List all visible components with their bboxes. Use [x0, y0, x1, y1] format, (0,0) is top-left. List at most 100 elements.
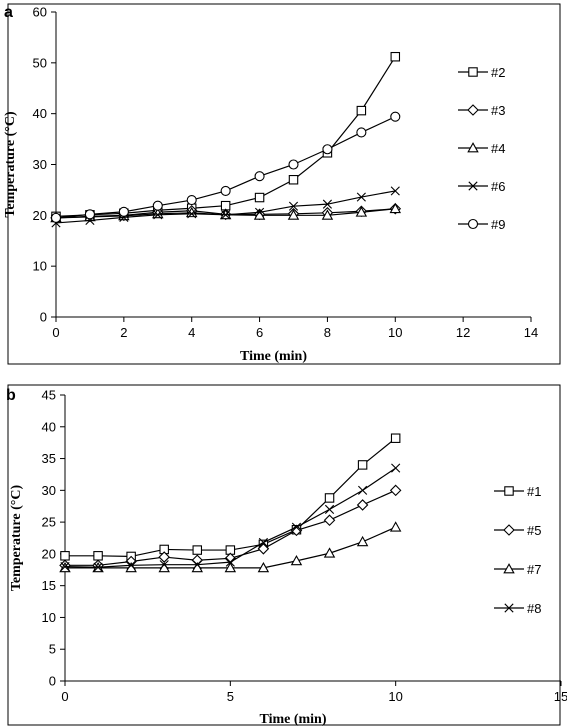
panel-a-legend-marker — [467, 104, 479, 116]
panel-b-data-point — [356, 499, 369, 511]
panel-a-data-point — [84, 209, 95, 220]
panel-a-y-tick-label: 50 — [33, 55, 47, 70]
panel-b-legend-marker — [504, 486, 514, 496]
panel-b-legend-item: #7 — [494, 562, 541, 577]
panel-a-legend-marker — [468, 67, 478, 77]
panel-a-series-n9 — [50, 111, 401, 223]
panel-a-data-point — [389, 202, 402, 214]
panel-a-legend-label: #2 — [491, 65, 505, 80]
panel-a-legend-marker — [468, 181, 478, 191]
panel-b-y-tick-label: 30 — [42, 483, 56, 498]
panel-b-data-point — [323, 547, 336, 558]
panel-b-data-point-stroke-2 — [159, 560, 169, 570]
panel-a-data-point — [254, 207, 265, 217]
panel-a-data-point — [288, 175, 299, 185]
panel-b-data-point-stroke-2 — [93, 562, 103, 572]
panel-a-data-point — [288, 159, 299, 170]
panel-b-data-point-stroke-2 — [291, 522, 302, 532]
chart-panel-a: a 0 10 20 30 40 50 60 0 2 4 6 8 10 12 14 Time (min) Tempe… — [3, 3, 561, 365]
panel-a-data-point — [50, 212, 62, 223]
panel-b-y-tick-label: 35 — [42, 451, 56, 466]
panel-a-x-tick-label: 8 — [324, 325, 331, 340]
panel-b-border — [7, 384, 561, 726]
panel-b-y-tick-label: 15 — [42, 578, 56, 593]
panel-b-data-point — [93, 551, 103, 561]
panel-b-data-point — [257, 543, 270, 555]
panel-a-legend-item: #9 — [458, 217, 505, 232]
panel-a-data-point-stroke-2 — [322, 199, 333, 209]
panel-a-data-point — [355, 206, 368, 217]
panel-a-data-point — [390, 51, 401, 62]
panel-b-legend-label: #8 — [527, 601, 541, 616]
panel-a-legend-item: #2 — [458, 65, 505, 80]
panel-a-data-point — [288, 201, 299, 211]
panel-a-data-point — [118, 206, 129, 217]
panel-b-series-n1 — [60, 433, 401, 562]
panel-a-x-tick-label: 14 — [524, 325, 538, 340]
panel-a-data-point-stroke-2 — [288, 201, 299, 211]
panel-b-legend-label: #5 — [527, 523, 541, 538]
panel-a-data-point — [221, 210, 231, 220]
panel-b-data-point — [126, 560, 136, 570]
panel-a-data-point — [356, 127, 367, 138]
panel-b-y-tick-label: 45 — [42, 388, 56, 403]
panel-b-data-point-stroke-2 — [60, 562, 70, 572]
panel-b-legend-item: #5 — [494, 523, 541, 538]
panel-b-data-point — [225, 557, 235, 567]
panel-a-y-tick-label: 60 — [33, 5, 47, 20]
panel-b-data-point — [258, 537, 268, 548]
panel-b-legend-item: #8 — [494, 601, 541, 616]
panel-a-series-n6 — [51, 186, 400, 228]
panel-b-data-point — [389, 521, 402, 532]
panel-b-data-point-stroke-2 — [126, 560, 136, 570]
panel-b-legend-label: #1 — [527, 484, 541, 499]
panel-a-x-tick-label: 2 — [120, 325, 127, 340]
panel-b-data-point — [291, 522, 302, 532]
panel-b-data-point — [224, 561, 237, 573]
panel-a-data-point — [220, 185, 231, 196]
panel-b-data-point — [356, 535, 369, 547]
panel-b-data-point — [389, 484, 402, 497]
panel-b-x-tick-label: 15 — [554, 689, 567, 704]
panel-a-data-point-stroke-2 — [254, 207, 265, 217]
panel-a-y-axis-title: Temperature (°C) — [3, 111, 18, 218]
panel-b-data-point — [323, 514, 336, 526]
panel-b-data-point — [391, 463, 401, 473]
panel-a-x-tick-label: 4 — [188, 325, 195, 340]
panel-a-legend-item: #4 — [458, 141, 505, 156]
panel-b-legend-marker — [503, 563, 515, 574]
panel-a-data-point — [186, 195, 197, 206]
panel-b-y-tick-label: 25 — [42, 515, 56, 530]
panel-b-y-tick-label: 20 — [42, 546, 56, 561]
panel-a-data-point — [287, 209, 300, 220]
panel-b-y-tick-label: 40 — [42, 419, 56, 434]
panel-a-legend-marker — [467, 218, 479, 230]
panel-a-x-axis-title: Time (min) — [240, 349, 307, 364]
panel-b-data-point — [390, 433, 401, 443]
panel-b-data-point-stroke-2 — [225, 557, 235, 567]
panel-a-data-point — [321, 209, 334, 220]
panel-b-data-point-stroke-2 — [192, 560, 202, 570]
panel-a-y-tick-label: 40 — [33, 106, 47, 121]
panel-a-data-point-stroke-2 — [221, 210, 231, 220]
panel-b-legend-marker — [504, 603, 514, 613]
panel-a-data-point — [254, 192, 265, 203]
panel-a-x-tick-label: 10 — [388, 325, 402, 340]
panel-b-y-tick-label: 5 — [49, 642, 56, 657]
panel-a-data-point-stroke-2 — [187, 209, 197, 219]
panel-b-legend-marker-stroke-2 — [504, 603, 514, 613]
panel-a-data-point — [153, 210, 163, 220]
panel-a-y-tick-label: 30 — [33, 157, 47, 172]
panel-a-data-point-stroke-2 — [390, 186, 400, 196]
panel-b-series-line — [65, 437, 397, 558]
panel-b-x-tick-label: 5 — [227, 689, 234, 704]
panel-b-legend-marker — [503, 524, 515, 536]
panel-b-data-point — [159, 560, 169, 570]
panel-a-legend-label: #6 — [491, 179, 505, 194]
panel-b-data-point-stroke-2 — [391, 463, 401, 473]
panel-a-data-point — [390, 111, 401, 122]
panel-a-data-point — [356, 105, 367, 116]
panel-a-legend-item: #6 — [458, 179, 505, 194]
panel-b-y-axis-title: Temperature (°C) — [9, 485, 24, 592]
